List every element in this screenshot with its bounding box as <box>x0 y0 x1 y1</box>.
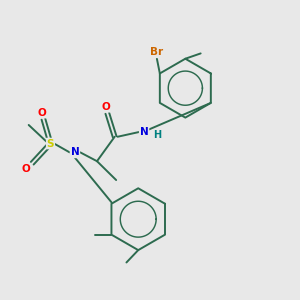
Text: O: O <box>101 102 110 112</box>
Text: H: H <box>153 130 161 140</box>
Text: O: O <box>21 164 30 173</box>
Text: O: O <box>38 108 46 118</box>
Text: N: N <box>140 127 148 137</box>
Text: Br: Br <box>150 47 163 57</box>
Text: S: S <box>47 139 54 148</box>
Text: N: N <box>70 147 79 158</box>
